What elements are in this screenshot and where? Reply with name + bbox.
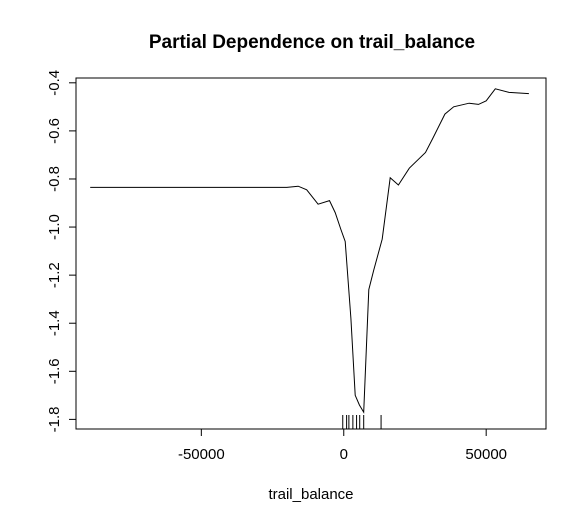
y-tick-label: -0.8 xyxy=(46,166,63,192)
rug-marks xyxy=(342,415,382,429)
x-axis: -50000 0 50000 xyxy=(178,428,507,463)
chart-title: Partial Dependence on trail_balance xyxy=(149,32,475,53)
x-axis-label: trail_balance xyxy=(268,486,353,503)
y-axis: -1.8 -1.6 -1.4 -1.2 -1.0 -0.8 -0.6 -0.4 xyxy=(46,70,77,432)
y-tick-label: -0.4 xyxy=(46,70,63,96)
y-tick-label: -1.0 xyxy=(46,214,63,240)
y-tick-label: -1.6 xyxy=(46,358,63,384)
y-tick-label: -1.8 xyxy=(46,406,63,432)
y-tick-label: -0.6 xyxy=(46,118,63,144)
y-tick-label: -1.4 xyxy=(46,310,63,336)
series-line xyxy=(90,88,529,414)
plot-frame xyxy=(75,77,547,430)
x-tick-label: -50000 xyxy=(178,446,225,463)
x-tick-label: 50000 xyxy=(465,446,507,463)
y-tick-label: -1.2 xyxy=(46,262,63,288)
x-tick-label: 0 xyxy=(340,446,348,463)
